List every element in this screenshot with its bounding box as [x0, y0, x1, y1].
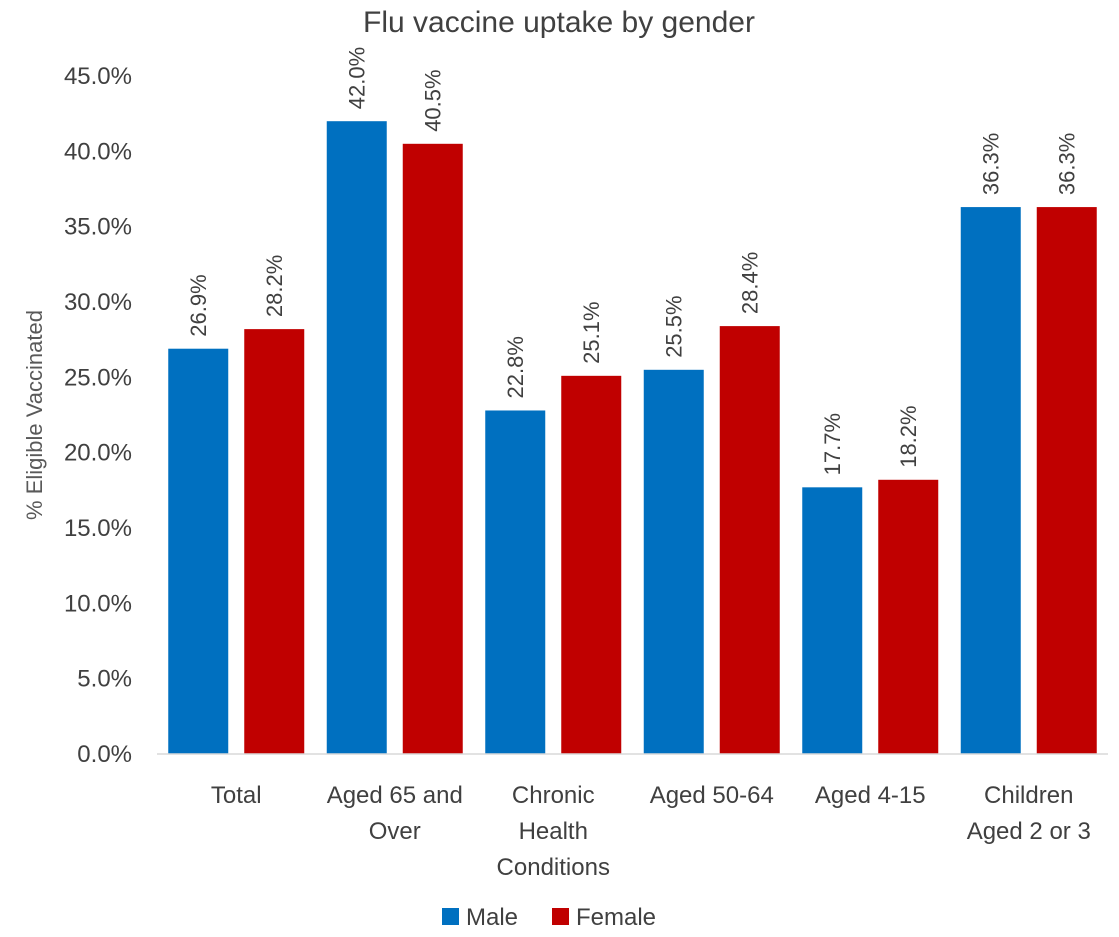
bar-female: [402, 143, 463, 755]
data-label: 25.5%: [662, 295, 687, 357]
y-tick-label: 20.0%: [64, 440, 132, 467]
category-labels: Total Aged 65 and Over Chronic Health Conditi…: [211, 782, 1091, 881]
data-label: 17.7%: [820, 413, 845, 475]
legend-swatch-female: [552, 908, 569, 925]
bar-male: [643, 369, 704, 754]
category-label: Aged 65 and: [327, 782, 463, 809]
category-label: Aged 4-15: [815, 782, 926, 809]
bar-female: [1036, 207, 1097, 754]
legend-label-female: Female: [576, 904, 656, 931]
bars: [168, 121, 1097, 755]
category-label: Children: [984, 782, 1073, 809]
data-label: 36.3%: [979, 133, 1004, 195]
y-tick-label: 40.0%: [64, 138, 132, 165]
y-tick-label: 10.0%: [64, 590, 132, 617]
data-label: 26.9%: [186, 274, 211, 336]
bar-female: [878, 479, 939, 754]
bar-female: [719, 326, 780, 754]
legend: Male Female: [442, 904, 656, 931]
y-axis-ticks: 0.0% 5.0% 10.0% 15.0% 20.0% 25.0% 30.0% 35.0% 40…: [64, 63, 132, 768]
legend-label-male: Male: [466, 904, 518, 931]
data-label: 40.5%: [421, 69, 446, 131]
bar-female: [244, 329, 305, 754]
bar-male: [802, 487, 863, 754]
legend-swatch-male: [442, 908, 459, 925]
y-tick-label: 35.0%: [64, 214, 132, 241]
y-tick-label: 25.0%: [64, 364, 132, 391]
bar-male: [326, 121, 387, 754]
data-labels: 26.9% 28.2% 42.0% 40.5% 22.8% 25.1% 25.5% 28.4%…: [186, 47, 1080, 476]
data-label: 42.0%: [345, 47, 370, 109]
y-tick-label: 0.0%: [77, 741, 132, 768]
bar-male: [960, 207, 1021, 754]
category-label: Aged 2 or 3: [967, 818, 1091, 845]
category-label: Health: [519, 818, 588, 845]
y-tick-label: 15.0%: [64, 515, 132, 542]
y-tick-label: 30.0%: [64, 289, 132, 316]
chart-title: Flu vaccine uptake by gender: [363, 6, 755, 39]
category-label: Chronic: [512, 782, 595, 809]
data-label: 28.2%: [262, 255, 287, 317]
category-label: Conditions: [497, 854, 610, 881]
bar-male: [485, 410, 546, 754]
data-label: 22.8%: [503, 336, 528, 398]
category-label: Over: [369, 818, 421, 845]
data-label: 28.4%: [738, 252, 763, 314]
data-label: 36.3%: [1055, 133, 1080, 195]
y-tick-label: 5.0%: [77, 666, 132, 693]
data-label: 25.1%: [579, 301, 604, 363]
y-axis-label: % Eligible Vaccinated: [22, 310, 47, 520]
bar-male: [168, 348, 229, 754]
category-label: Total: [211, 782, 262, 809]
category-label: Aged 50-64: [650, 782, 774, 809]
y-tick-label: 45.0%: [64, 63, 132, 90]
bar-female: [561, 375, 622, 754]
data-label: 18.2%: [896, 405, 921, 467]
